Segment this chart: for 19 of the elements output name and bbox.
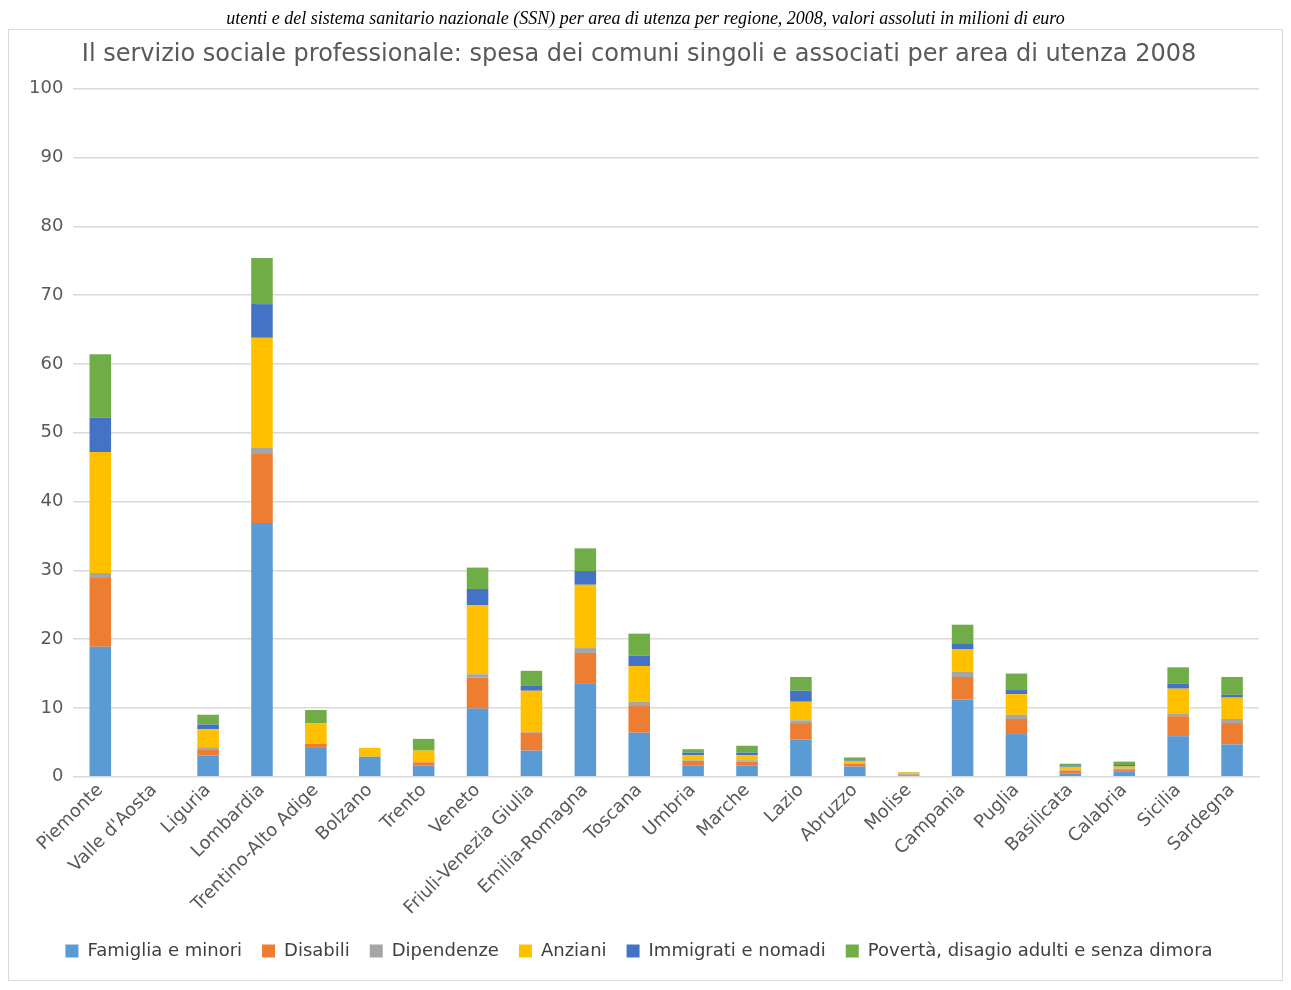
legend-label: Disabili (284, 938, 350, 960)
text: utenti e del sistema sanitario nazionale (SSN) per area di utenza per regione, 2008, valori assoluti in milioni di euro (225, 8, 1066, 29)
y-tick-label: 80 (40, 214, 64, 236)
y-tick-label: 30 (40, 558, 64, 580)
legend-label: Immigrati e nomadi (648, 938, 826, 960)
legend-label: Dipendenze (391, 938, 499, 960)
y-tick-label: 100 (29, 76, 64, 98)
legend-label: Povertà, disagio adulti e senza dimora (867, 938, 1213, 960)
y-tick-label: 20 (40, 626, 64, 648)
legend-label: Famiglia e minori (87, 938, 243, 960)
y-tick-label: 10 (40, 695, 64, 717)
y-tick-label: 0 (51, 764, 64, 786)
y-tick-label: 70 (40, 282, 64, 304)
legend-label: Anziani (540, 938, 607, 960)
y-tick-label: 60 (40, 351, 64, 373)
y-tick-label: 40 (40, 489, 64, 511)
chart-title: Il servizio sociale professionale: spesa dei comuni singoli e associati per area di utenza 2008 (81, 38, 1197, 67)
y-tick-label: 50 (40, 420, 64, 442)
y-tick-label: 90 (40, 145, 64, 167)
